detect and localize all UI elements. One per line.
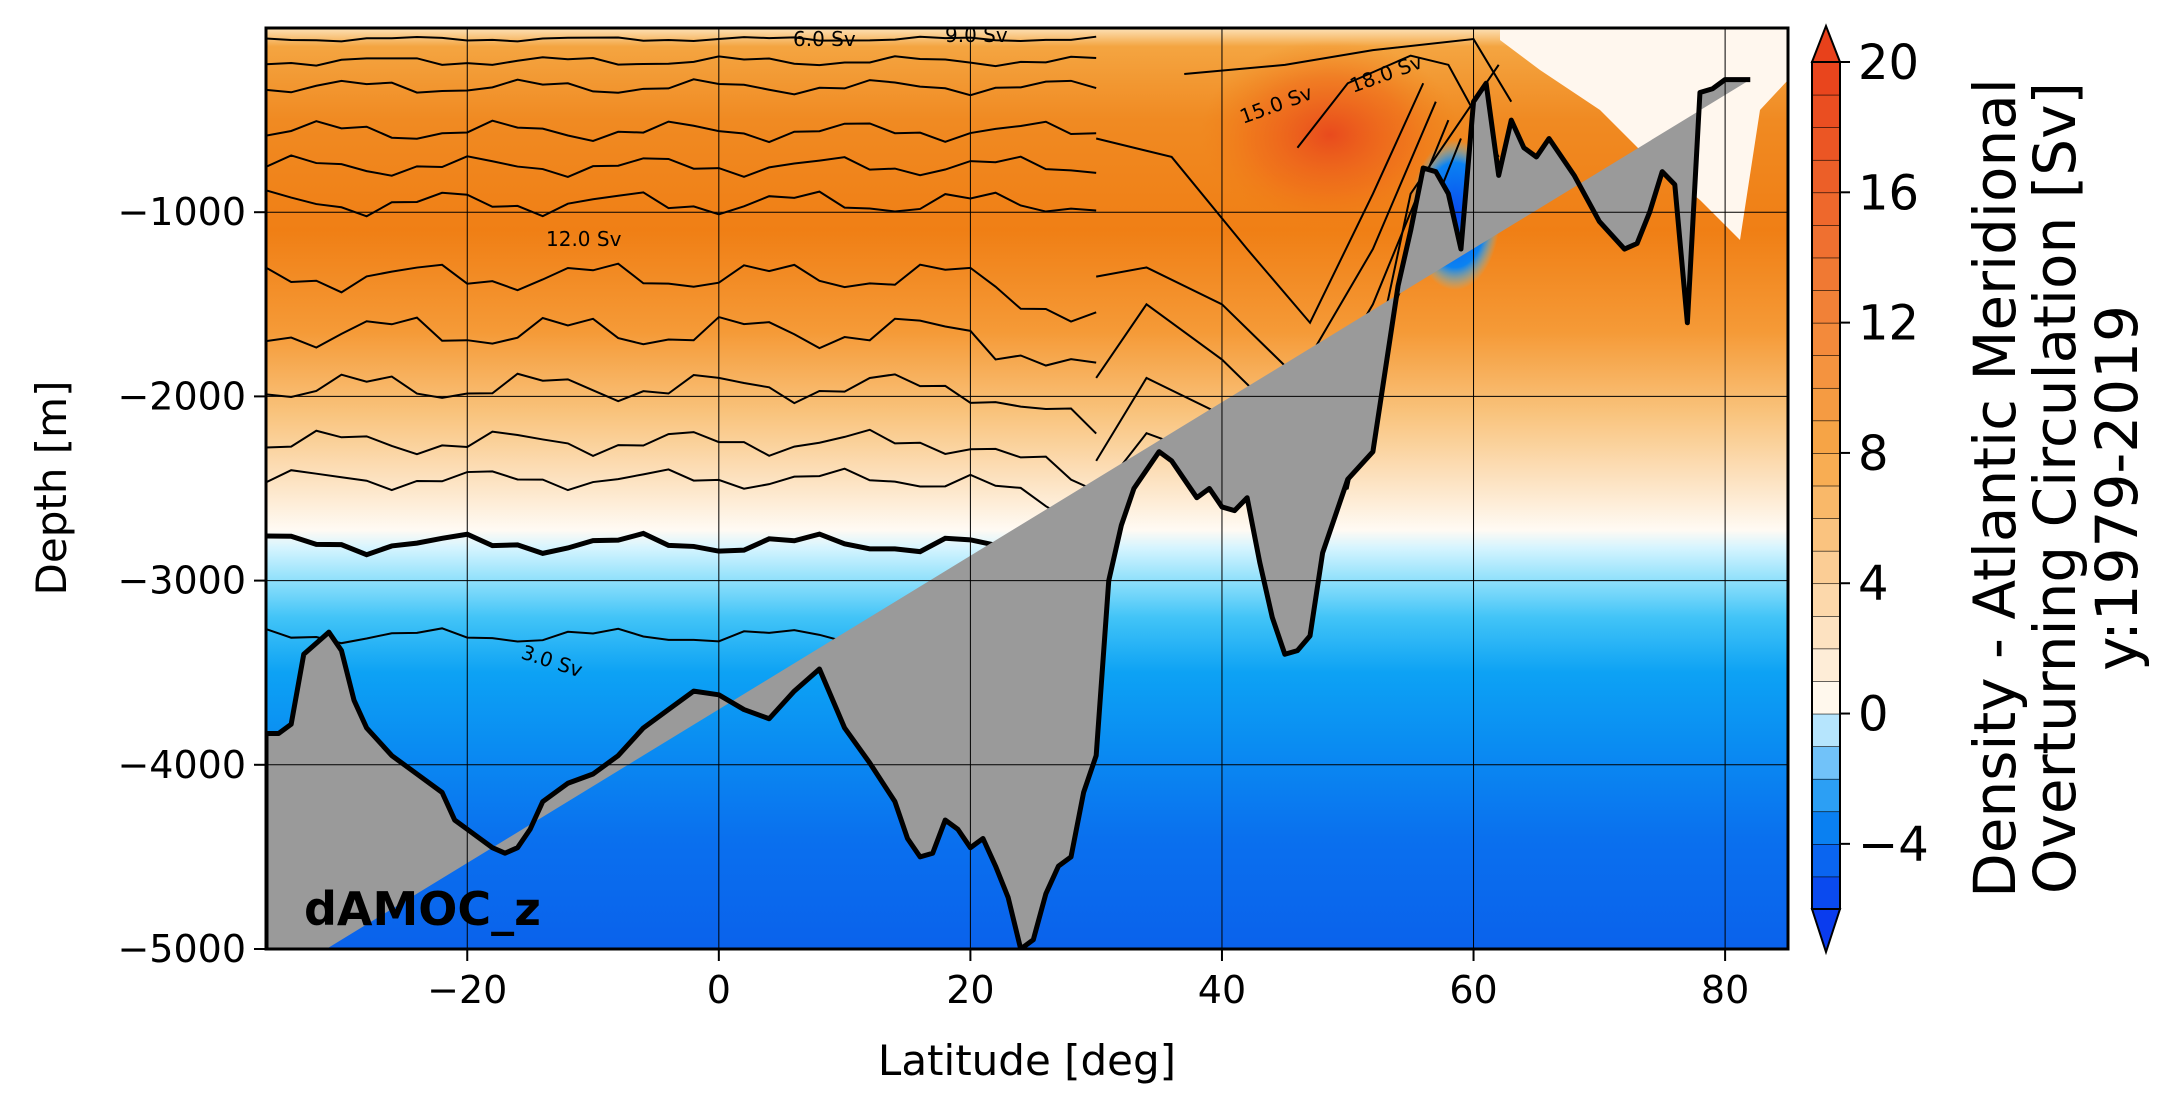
colorbar-band (1811, 778, 1841, 813)
colorbar-band (1811, 615, 1841, 650)
contour-line (266, 530, 1098, 600)
x-tick-label: 40 (1198, 968, 1246, 1012)
colorbar-band (1811, 843, 1841, 878)
colorbar-tick-label: 20 (1858, 35, 1919, 91)
colorbar-tick-label: 4 (1858, 556, 1889, 612)
colorbar-band (1811, 61, 1841, 96)
colorbar-extend-max (1810, 23, 1842, 63)
colorbar-tick-label: 8 (1858, 426, 1889, 482)
colorbar-tick-label: 16 (1858, 165, 1919, 221)
contour-line (266, 189, 1097, 218)
colorbar-title-line-2: Overturning Circulation [Sv] (2021, 82, 2089, 894)
y-tick-label: −2000 (117, 374, 246, 418)
contour-line (266, 55, 1097, 68)
y-tick-label: −1000 (117, 190, 246, 234)
x-tick-label: 20 (946, 968, 994, 1012)
colorbar-band (1811, 322, 1841, 356)
contour-line (1184, 37, 1513, 103)
colorbar-band (1811, 745, 1841, 780)
x-tick-label: 60 (1449, 968, 1497, 1012)
y-axis-label: Depth [m] (27, 381, 76, 596)
colorbar-band (1811, 354, 1841, 389)
y-tick-label: −3000 (117, 559, 246, 603)
contour-line (266, 78, 1097, 97)
y-tick-label: −5000 (117, 927, 246, 971)
colorbar-title: Density - Atlantic Meridional Overturnin… (1961, 78, 2151, 898)
colorbar-band (1811, 420, 1841, 454)
bathymetry (266, 77, 1751, 949)
y-axis: −1000 −2000 −3000 −4000 −5000 (117, 190, 266, 971)
panel-label: dAMOC_z (304, 882, 541, 936)
colorbar: 20 16 12 8 4 0 −4 (1810, 23, 1929, 956)
subpolar-maximum (1200, 40, 1460, 230)
colorbar-band (1811, 648, 1841, 682)
plot-frame (264, 26, 1790, 951)
colorbar-ticks: 20 16 12 8 4 0 −4 (1840, 35, 1929, 873)
colorbar-tick-label: 0 (1858, 687, 1889, 743)
plot-area (266, 28, 1788, 949)
colorbar-band (1811, 224, 1841, 259)
x-tick-label: 80 (1701, 968, 1749, 1012)
contour-line (1296, 54, 1500, 158)
colorbar-frame (1811, 61, 1841, 910)
colorbar-bands (1811, 61, 1841, 910)
contour-line (266, 154, 1097, 179)
grid-lines (266, 28, 1788, 949)
colorbar-band (1811, 550, 1841, 585)
colorbar-band (1811, 810, 1841, 845)
colorbar-band (1811, 257, 1841, 291)
contour-line (266, 467, 1097, 532)
colorbar-band (1811, 159, 1841, 194)
x-axis: −20 0 20 40 60 80 (427, 949, 1749, 1012)
colorbar-band (1811, 126, 1841, 161)
arctic-region (1500, 28, 1788, 240)
y-tick-label: −4000 (117, 743, 246, 787)
contour-line (266, 315, 1097, 367)
contour-line (266, 262, 1097, 323)
colorbar-band (1811, 452, 1841, 487)
colorbar-band (1811, 582, 1841, 617)
colorbar-band (1811, 713, 1841, 747)
colorbar-band (1811, 876, 1841, 910)
colorbar-band (1811, 192, 1841, 226)
colorbar-tick-label: 12 (1858, 296, 1919, 352)
contour-label-9: 9.0 Sv (945, 23, 1008, 47)
contour-line (266, 428, 1097, 492)
contour-line (266, 119, 1097, 144)
contour-label-6: 6.0 Sv (793, 27, 856, 51)
colorbar-band (1811, 387, 1841, 422)
contour-line (1095, 82, 1425, 325)
colorbar-title-line-3: y:1979-2019 (2083, 305, 2151, 671)
colorbar-tick-label: −4 (1858, 817, 1929, 873)
colorbar-band (1811, 680, 1841, 715)
contour-label-12: 12.0 Sv (546, 227, 622, 251)
x-tick-label: −20 (427, 968, 507, 1012)
contour-line (266, 35, 1097, 43)
colorbar-band (1811, 94, 1841, 128)
colorbar-band (1811, 517, 1841, 552)
colorbar-title-line-1: Density - Atlantic Meridional (1961, 78, 2029, 898)
contour-line (1095, 101, 1437, 380)
x-axis-label: Latitude [deg] (878, 1036, 1176, 1085)
x-tick-label: 0 (707, 968, 731, 1012)
colorbar-extend-min (1810, 908, 1842, 956)
colorbar-band (1811, 289, 1841, 324)
colorbar-band (1811, 485, 1841, 519)
contour-line (266, 372, 1097, 435)
